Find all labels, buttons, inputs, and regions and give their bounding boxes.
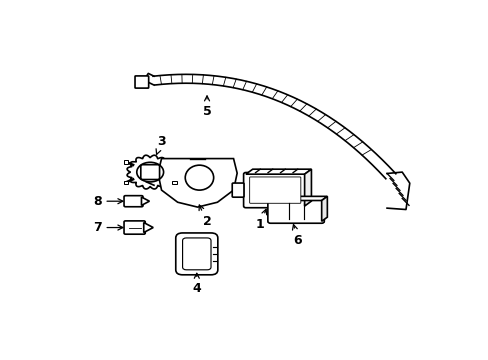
- FancyBboxPatch shape: [175, 233, 217, 275]
- FancyBboxPatch shape: [232, 183, 244, 197]
- Text: 8: 8: [93, 195, 122, 208]
- Ellipse shape: [185, 165, 213, 190]
- Polygon shape: [270, 196, 326, 201]
- Text: 7: 7: [93, 221, 122, 234]
- Text: 5: 5: [202, 96, 211, 118]
- FancyBboxPatch shape: [124, 196, 142, 207]
- Text: 2: 2: [199, 205, 211, 229]
- Bar: [123, 160, 128, 163]
- FancyBboxPatch shape: [124, 221, 145, 234]
- Text: 6: 6: [292, 225, 302, 247]
- Circle shape: [137, 162, 163, 182]
- Polygon shape: [304, 169, 311, 206]
- Polygon shape: [245, 169, 311, 174]
- Text: 3: 3: [156, 135, 165, 154]
- Polygon shape: [143, 222, 153, 233]
- FancyBboxPatch shape: [135, 76, 148, 88]
- FancyBboxPatch shape: [141, 165, 159, 180]
- Bar: [172, 181, 176, 184]
- Polygon shape: [321, 196, 326, 221]
- Polygon shape: [141, 197, 149, 205]
- Polygon shape: [158, 159, 237, 207]
- Text: 4: 4: [192, 273, 201, 295]
- FancyBboxPatch shape: [182, 238, 211, 270]
- Text: 1: 1: [255, 209, 266, 231]
- FancyBboxPatch shape: [243, 172, 306, 208]
- FancyBboxPatch shape: [267, 199, 324, 223]
- Bar: [123, 181, 128, 184]
- FancyBboxPatch shape: [249, 177, 300, 203]
